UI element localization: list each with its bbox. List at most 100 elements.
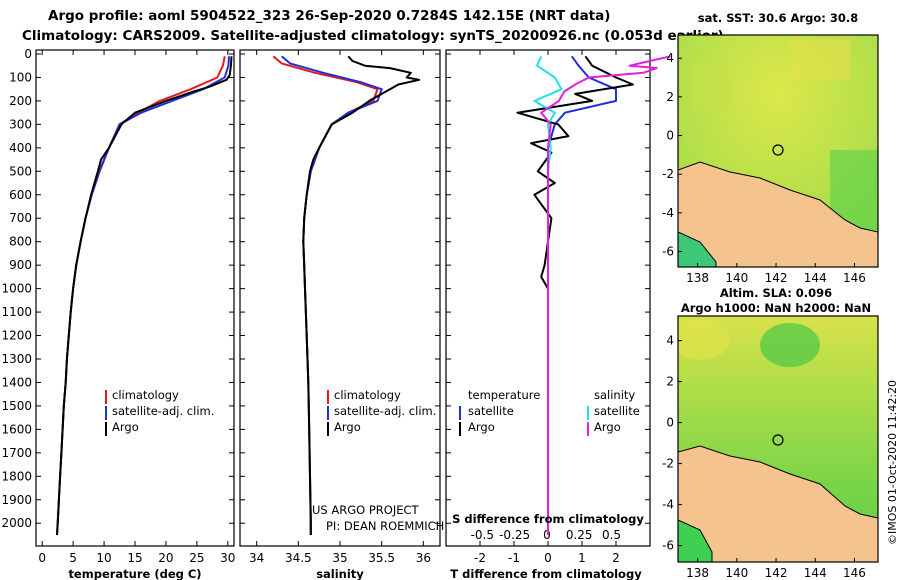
series-t-argo — [516, 55, 634, 535]
depth-tick-label: 100 — [9, 70, 32, 84]
x-tick-label: 25 — [189, 551, 204, 565]
legend-temperature-title: temperature — [468, 388, 540, 402]
series-s-satellite — [533, 55, 563, 535]
s-tick-label: 0.5 — [602, 528, 621, 542]
map-y-tick-label: 2 — [666, 375, 674, 389]
sst-map-field — [678, 35, 878, 267]
legend-argo: Argo — [334, 420, 361, 434]
depth-tick-label: 1000 — [1, 282, 32, 296]
new-guinea-land — [678, 161, 878, 267]
sla-map-title-1: Altim. SLA: 0.096 — [720, 286, 832, 300]
argo-location-marker — [772, 144, 784, 156]
legend-climatology: climatology — [112, 388, 179, 402]
map-x-tick-label: 140 — [725, 566, 748, 580]
depth-tick-label: 700 — [9, 211, 32, 225]
sst-map-ticks: 138 140 142 144 146 4 2 0 -2 -4 -6 — [662, 51, 866, 285]
difference-lines — [516, 55, 671, 535]
map-x-tick-label: 144 — [804, 566, 827, 580]
x-tick-label: 35.5 — [368, 551, 395, 565]
map-y-tick-label: 0 — [666, 416, 674, 430]
sst-map-title: sat. SST: 30.6 Argo: 30.8 — [698, 11, 858, 25]
depth-tick-label: 900 — [9, 258, 32, 272]
depth-tick-label: 600 — [9, 188, 32, 202]
s-difference-label: S difference from climatology — [452, 512, 644, 526]
map-y-tick-label: -2 — [662, 167, 674, 181]
x-tick-label: 35 — [332, 551, 347, 565]
x-tick-label: 5 — [69, 551, 77, 565]
map-y-tick-label: 0 — [666, 129, 674, 143]
s-tick-label: 0 — [543, 528, 551, 542]
temperature-lines — [56, 56, 233, 536]
x-tick-label: -2 — [474, 551, 486, 565]
temperature-xlabel: temperature (deg C) — [68, 567, 201, 580]
depth-tick-label: 400 — [9, 141, 32, 155]
x-tick-label: 0 — [544, 551, 552, 565]
new-guinea-land — [678, 445, 878, 562]
map-y-tick-label: -4 — [662, 206, 674, 220]
depth-tick-label: 1600 — [1, 422, 32, 436]
depth-tick-label: 1400 — [1, 375, 32, 389]
map-y-tick-label: -6 — [662, 245, 674, 259]
depth-tick-label: 1800 — [1, 469, 32, 483]
x-tick-label: 2 — [612, 551, 620, 565]
series-s-argo — [540, 55, 671, 535]
sla-map-field — [678, 316, 878, 562]
depth-axis: 0 100 200 300 400 500 600 700 800 900 1000 1100 1200… — [1, 47, 234, 530]
x-tick-label: 10 — [96, 551, 111, 565]
credit-project: US ARGO PROJECT — [312, 503, 420, 517]
legend-s-argo: Argo — [594, 420, 621, 434]
x-tick-label: 20 — [158, 551, 173, 565]
legend-t-satellite: satellite — [468, 404, 514, 418]
difference-x-axis: -2 -1 0 1 2 — [474, 50, 620, 565]
map-x-tick-label: 144 — [804, 271, 827, 285]
temperature-x-axis: 0 5 10 15 20 25 30 — [38, 50, 235, 565]
sst-patch — [690, 60, 730, 110]
salinity-lines — [272, 55, 421, 535]
map-x-tick-label: 146 — [843, 271, 866, 285]
x-tick-label: 30 — [220, 551, 235, 565]
map-x-tick-label: 138 — [686, 566, 709, 580]
series-argo — [56, 56, 233, 536]
legend-argo: Argo — [112, 420, 139, 434]
s-tick-label: -0.25 — [499, 528, 530, 542]
map-y-tick-label: 4 — [666, 334, 674, 348]
depth-tick-label: 800 — [9, 235, 32, 249]
map-x-tick-label: 142 — [765, 271, 788, 285]
map-y-tick-label: -2 — [662, 457, 674, 471]
depth-tick-label: 1100 — [1, 305, 32, 319]
x-tick-label: 34 — [249, 551, 264, 565]
temperature-legend: climatology satellite-adj. clim. Argo — [105, 388, 214, 436]
sla-map-frame — [677, 315, 879, 563]
salinity-axes-frame — [239, 49, 441, 547]
sla-map: Altim. SLA: 0.096 Argo h1000: NaN h2000:… — [662, 286, 879, 580]
land-vegetation-patch — [678, 231, 717, 267]
sla-low-patch — [760, 323, 820, 367]
credit-pi: PI: DEAN ROEMMICH — [326, 519, 444, 533]
salinity-x-axis: 34 34.5 35 35.5 36 — [249, 50, 431, 565]
sla-high-patch — [678, 320, 730, 360]
x-tick-label: 36 — [416, 551, 431, 565]
legend-climatology: climatology — [334, 388, 401, 402]
s-tick-label: 0.25 — [566, 528, 593, 542]
temperature-panel: 0100200300400500600700800900100011001200… — [1, 47, 235, 580]
salinity-difference-axis: -0.5 -0.25 0 0.25 0.5 — [471, 528, 621, 542]
x-tick-label: 15 — [127, 551, 142, 565]
difference-y-ticks — [446, 53, 650, 524]
map-x-tick-label: 142 — [765, 566, 788, 580]
x-tick-label: 1 — [578, 551, 586, 565]
sst-map-frame — [677, 34, 879, 268]
depth-tick-label: 1200 — [1, 329, 32, 343]
legend-s-satellite: satellite — [594, 404, 640, 418]
argo-location-marker — [772, 434, 784, 446]
depth-tick-label: 0 — [24, 47, 32, 61]
sla-map-ticks: 138 140 142 144 146 4 2 0 -2 -4 -6 — [662, 334, 866, 580]
legend-satellite-adj: satellite-adj. clim. — [112, 404, 214, 418]
land-vegetation-patch — [678, 519, 713, 562]
legend-t-argo: Argo — [468, 420, 495, 434]
depth-tick-label: 200 — [9, 94, 32, 108]
salinity-y-ticks — [240, 53, 440, 524]
t-difference-xlabel: T difference from climatology — [450, 567, 642, 580]
map-y-tick-label: -4 — [662, 498, 674, 512]
x-tick-label: 0 — [38, 551, 46, 565]
